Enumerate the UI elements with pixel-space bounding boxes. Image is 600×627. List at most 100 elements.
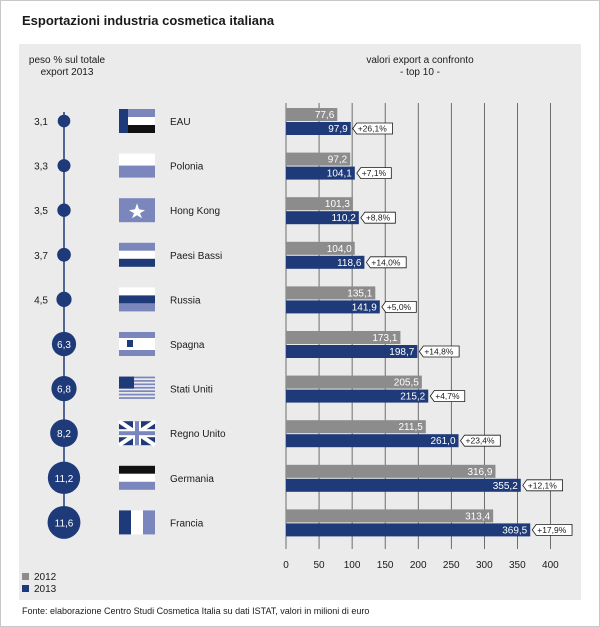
row-paesi-bassi: 3,7 Paesi Bassi 104,0 118,6 +14,0% xyxy=(34,241,407,269)
flag-polonia xyxy=(119,153,155,178)
x-tick-label: 250 xyxy=(443,560,460,571)
bar-label-2013: 104,1 xyxy=(327,169,352,180)
flag-stati-uniti xyxy=(119,376,155,399)
plot-panel xyxy=(19,44,581,600)
flag-hong-kong xyxy=(119,198,155,223)
country-label: Francia xyxy=(170,518,204,529)
country-label: Stati Uniti xyxy=(170,385,213,396)
share-label: 4,5 xyxy=(34,295,48,306)
share-label: 6,3 xyxy=(57,340,71,351)
flag-eau xyxy=(119,109,155,133)
row-polonia: 3,3 Polonia 97,2 104,1 +7,1% xyxy=(34,152,392,180)
row-hong-kong: 3,5 Hong Kong 101,3 110,2 +8,8% xyxy=(34,197,396,225)
left-header-line-2: export 2013 xyxy=(41,67,94,78)
bar-label-2012: 101,3 xyxy=(325,199,350,210)
change-tag xyxy=(360,211,396,224)
bar-label-2013: 369,5 xyxy=(502,525,527,536)
country-label: Russia xyxy=(170,295,201,306)
row-stati-uniti: 6,8 Stati Uniti 205,5 215,2 +4,7% xyxy=(51,375,466,403)
legend-swatch-2012 xyxy=(22,573,29,580)
change-tag xyxy=(460,434,501,447)
share-label: 8,2 xyxy=(57,429,71,440)
legend-label-2013: 2013 xyxy=(34,584,57,595)
flag-spagna xyxy=(119,332,155,356)
share-label: 3,1 xyxy=(34,117,48,128)
x-tick-label: 400 xyxy=(542,560,559,571)
share-bubble xyxy=(51,376,77,402)
change-label: +8,8% xyxy=(366,213,391,223)
share-bubble xyxy=(57,203,71,217)
source-note: Fonte: elaborazione Centro Studi Cosmeti… xyxy=(22,606,369,616)
bar-2013 xyxy=(286,523,531,537)
bar-label-2012: 205,5 xyxy=(394,378,419,389)
flag-russia xyxy=(119,287,155,312)
legend: 2012 2013 xyxy=(22,572,57,595)
change-tag xyxy=(531,524,573,536)
bar-label-2012: 173,1 xyxy=(372,333,397,344)
flag-francia xyxy=(119,510,155,535)
x-tick-label: 300 xyxy=(476,560,493,571)
share-bubble xyxy=(50,419,78,448)
x-tick-label: 350 xyxy=(509,560,526,571)
right-header-line-1: valori export a confronto xyxy=(366,55,474,66)
change-label: +14,8% xyxy=(424,347,454,357)
share-label: 11,6 xyxy=(55,518,74,529)
share-bubble xyxy=(56,291,72,307)
row-eau: 3,1 EAU 77,6 97,9 +26,1% xyxy=(34,108,393,135)
share-label: 3,3 xyxy=(34,162,48,173)
bar-2013 xyxy=(286,122,351,135)
bar-2012 xyxy=(286,241,355,255)
row-regno-unito: 8,2 Regno Unito 211,5 261,0 +23,4% xyxy=(50,419,501,448)
bar-2013 xyxy=(286,166,355,180)
bar-2013 xyxy=(286,345,418,358)
row-russia: 4,5 Russia 135,1 141,9 +5,0% xyxy=(34,286,417,314)
legend-label-2012: 2012 xyxy=(34,572,57,583)
change-tag xyxy=(352,122,393,135)
share-label: 3,5 xyxy=(34,206,48,217)
bar-2012 xyxy=(286,509,494,523)
country-label: Spagna xyxy=(170,340,205,351)
bar-2012 xyxy=(286,286,376,300)
bar-2012 xyxy=(286,108,338,121)
bar-2012 xyxy=(286,420,426,434)
bar-2012 xyxy=(286,331,401,344)
share-bubble xyxy=(47,461,81,494)
bar-label-2013: 355,2 xyxy=(493,481,518,492)
change-tag xyxy=(365,256,407,269)
share-bubble xyxy=(51,331,77,357)
x-tick-label: 100 xyxy=(344,560,361,571)
share-label: 11,2 xyxy=(55,474,74,485)
country-label: Polonia xyxy=(170,162,204,173)
bar-label-2013: 261,0 xyxy=(430,436,455,447)
country-label: Regno Unito xyxy=(170,429,226,440)
bar-label-2013: 118,6 xyxy=(337,258,362,269)
bar-label-2012: 316,9 xyxy=(467,467,492,478)
bar-2013 xyxy=(286,478,521,492)
bar-2013 xyxy=(286,255,365,269)
bar-label-2013: 141,9 xyxy=(352,302,377,313)
x-tick-label: 50 xyxy=(313,560,325,571)
bar-2013 xyxy=(286,389,429,403)
bar-2013 xyxy=(286,300,380,314)
row-spagna: 6,3 Spagna 173,1 198,7 +14,8% xyxy=(51,331,460,358)
bar-label-2012: 77,6 xyxy=(315,110,335,121)
country-label: Hong Kong xyxy=(170,206,220,217)
change-label: +23,4% xyxy=(466,436,496,446)
country-label: Germania xyxy=(170,474,214,485)
bar-2012 xyxy=(286,375,422,389)
share-bubble xyxy=(57,247,71,262)
country-label: Paesi Bassi xyxy=(170,251,222,262)
bar-label-2012: 97,2 xyxy=(328,155,348,166)
bar-label-2013: 198,7 xyxy=(389,347,414,358)
bar-label-2012: 104,0 xyxy=(327,244,352,255)
flag-paesi-bassi xyxy=(119,242,155,267)
flag-regno-unito xyxy=(117,419,157,447)
bar-label-2012: 135,1 xyxy=(347,288,372,299)
bar-2013 xyxy=(286,434,459,448)
share-bubble xyxy=(47,505,81,539)
bar-label-2013: 110,2 xyxy=(332,213,357,224)
change-label: +12,1% xyxy=(528,480,558,490)
chart-title: Esportazioni industria cosmetica italian… xyxy=(22,13,275,28)
